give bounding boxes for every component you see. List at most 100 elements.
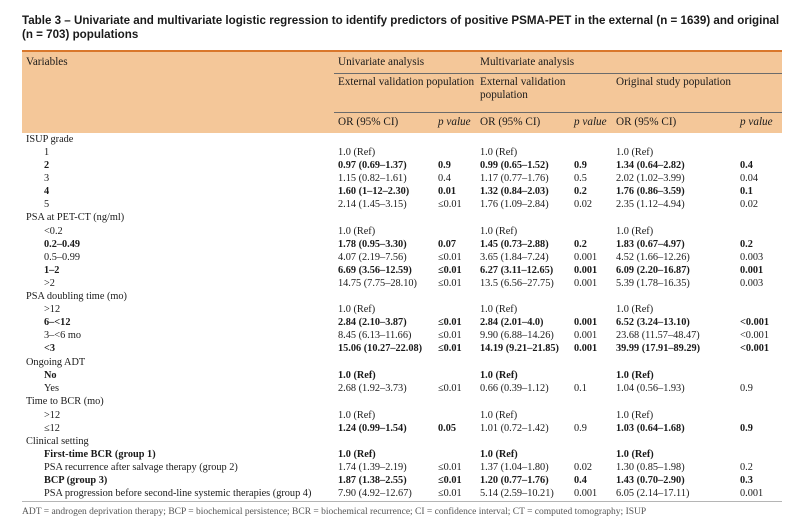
univariate-or-cell: 2.84 (2.10–3.87) <box>338 317 407 329</box>
original-p-cell: 0.9 <box>740 382 753 394</box>
multivariate-p-cell: 0.9 <box>574 422 587 434</box>
original-or-cell: 23.68 (11.57–48.47) <box>616 330 700 342</box>
univariate-or-cell: 14.75 (7.75–28.10) <box>338 277 417 289</box>
original-or-cell: 6.09 (2.20–16.87) <box>616 264 690 276</box>
univariate-p-cell: ≤0.01 <box>438 382 462 394</box>
original-p-cell <box>736 147 782 160</box>
p-value-header: p value <box>434 112 476 133</box>
original-population-header: Original study population <box>612 73 783 113</box>
univariate-p-cell: ≤0.01 <box>438 251 462 263</box>
univariate-or-cell: 1.78 (0.95–3.30) <box>338 238 407 250</box>
multivariate-or-cell: 1.20 (0.77–1.76) <box>480 475 549 487</box>
univariate-or-cell: 0.97 (0.69–1.37) <box>338 160 407 172</box>
multivariate-or-cell: 1.01 (0.72–1.42) <box>480 422 549 434</box>
univariate-or-cell: 1.15 (0.82–1.61) <box>338 173 407 185</box>
original-or-cell: 1.0 (Ref) <box>616 449 654 461</box>
original-or-cell: 1.04 (0.56–1.93) <box>616 382 685 394</box>
univariate-or-cell: 1.0 (Ref) <box>338 409 376 421</box>
univariate-or-cell: 1.60 (1–12–2.30) <box>338 186 410 198</box>
multivariate-or-cell: 0.99 (0.65–1.52) <box>480 160 549 172</box>
section-row: Time to BCR (mo) <box>22 395 782 409</box>
variable-label: <0.2 <box>44 225 63 237</box>
univariate-or-cell: 7.90 (4.92–12.67) <box>334 487 434 502</box>
univariate-p-cell: ≤0.01 <box>438 330 462 342</box>
multivariate-p-cell: 0.001 <box>574 317 598 329</box>
univariate-p-cell <box>434 304 476 317</box>
original-p-cell: <0.001 <box>740 317 770 329</box>
multivariate-or-cell: 1.0 (Ref) <box>480 225 518 237</box>
original-p-cell: 0.02 <box>740 199 759 211</box>
multivariate-or-cell: 0.66 (0.39–1.12) <box>480 382 549 394</box>
variable-label: 3–<6 mo <box>44 330 81 342</box>
table-row: 5 2.14 (1.45–3.15) ≤0.01 1.76 (1.09–2.84) 0.… <box>22 199 782 212</box>
p-value-header: p value <box>570 112 612 133</box>
univariate-p-cell <box>434 147 476 160</box>
univariate-p-cell: 0.01 <box>438 186 457 198</box>
multivariate-p-cell: 0.001 <box>574 330 598 342</box>
or-header: OR (95% CI) <box>476 112 570 133</box>
original-or-cell: 1.0 (Ref) <box>616 147 654 159</box>
original-p-cell: 0.3 <box>740 475 753 487</box>
table-caption: Table 3 – Univariate and multivariate lo… <box>22 14 780 41</box>
univariate-p-cell: 0.4 <box>438 173 451 185</box>
regression-table: Variables Univariate analysis Multivaria… <box>22 50 783 502</box>
univariate-header: Univariate analysis <box>334 51 476 74</box>
section-title: Time to BCR (mo) <box>26 396 104 408</box>
multivariate-or-cell: 1.76 (1.09–2.84) <box>480 199 549 211</box>
multivariate-p-cell <box>570 304 612 317</box>
univariate-p-cell: ≤0.01 <box>438 462 462 474</box>
variable-label: 2 <box>44 160 50 172</box>
variable-label: PSA recurrence after salvage therapy (gr… <box>44 462 238 474</box>
table-row: >12 1.0 (Ref) 1.0 (Ref) 1.0 (Ref) <box>22 409 782 422</box>
univariate-p-cell <box>434 225 476 238</box>
original-p-cell <box>736 449 782 462</box>
or-header: OR (95% CI) <box>612 112 736 133</box>
univariate-p-cell: 0.05 <box>438 422 457 434</box>
multivariate-p-cell <box>570 369 612 382</box>
table-row: <3 15.06 (10.27–22.08) ≤0.01 14.19 (9.21–21… <box>22 343 782 356</box>
multivariate-or-cell: 2.84 (2.01–4.0) <box>480 317 544 329</box>
multivariate-or-cell: 1.17 (0.77–1.76) <box>480 173 549 185</box>
multivariate-or-cell: 14.19 (9.21–21.85) <box>480 343 559 355</box>
variable-label: 0.5–0.99 <box>44 251 81 263</box>
multivariate-p-cell: 0.02 <box>574 462 593 474</box>
table-row: >12 1.0 (Ref) 1.0 (Ref) 1.0 (Ref) <box>22 304 782 317</box>
section-row: PSA doubling time (mo) <box>22 290 782 304</box>
multivariate-p-cell: 0.4 <box>574 475 587 487</box>
multivariate-or-cell: 6.27 (3.11–12.65) <box>480 264 554 276</box>
table-row: 1 1.0 (Ref) 1.0 (Ref) 1.0 (Ref) <box>22 147 782 160</box>
original-or-cell: 2.02 (1.02–3.99) <box>616 173 685 185</box>
multivariate-or-cell: 5.14 (2.59–10.21) <box>476 487 570 502</box>
variable-label: 5 <box>44 199 50 211</box>
univariate-p-cell <box>434 449 476 462</box>
multivariate-p-cell: 0.9 <box>574 160 587 172</box>
original-or-cell: 5.39 (1.78–16.35) <box>616 277 690 289</box>
univariate-or-cell: 1.0 (Ref) <box>338 147 376 159</box>
multivariate-or-cell: 1.37 (1.04–1.80) <box>480 462 549 474</box>
original-p-cell: 0.001 <box>736 487 783 502</box>
table-footnote: ADT = androgen deprivation therapy; BCP … <box>22 507 647 517</box>
univariate-p-cell <box>434 369 476 382</box>
original-or-cell: 1.43 (0.70–2.90) <box>616 475 685 487</box>
header-row-1: Variables Univariate analysis Multivaria… <box>22 51 783 74</box>
table-row: Yes 2.68 (1.92–3.73) ≤0.01 0.66 (0.39–1.12)… <box>22 382 782 395</box>
original-p-cell: 0.001 <box>740 264 764 276</box>
variable-label: No <box>44 369 57 381</box>
table-row: 2 0.97 (0.69–1.37) 0.9 0.99 (0.65–1.52) 0.9 1… <box>22 160 782 173</box>
original-or-cell: 6.05 (2.14–17.11) <box>612 487 736 502</box>
section-row: Ongoing ADT <box>22 356 782 370</box>
table-row: 4 1.60 (1–12–2.30) 0.01 1.32 (0.84–2.03) 0.2… <box>22 186 782 199</box>
univariate-or-cell: 8.45 (6.13–11.66) <box>338 330 412 342</box>
variable-label: <3 <box>44 343 56 355</box>
variable-label: >2 <box>44 277 55 289</box>
multivariate-or-cell: 1.0 (Ref) <box>480 369 518 381</box>
univariate-or-cell: 1.74 (1.39–2.19) <box>338 462 407 474</box>
external-population-univariate-header: External validation population <box>334 73 476 113</box>
univariate-p-cell: ≤0.01 <box>438 264 462 276</box>
section-title: Clinical setting <box>26 435 89 447</box>
multivariate-or-cell: 13.5 (6.56–27.75) <box>480 277 554 289</box>
table-row: >2 14.75 (7.75–28.10) ≤0.01 13.5 (6.56–27.7… <box>22 277 782 290</box>
original-or-cell: 4.52 (1.66–12.26) <box>616 251 690 263</box>
table-row: PSA progression before second-line syste… <box>22 487 783 502</box>
univariate-p-cell: ≤0.01 <box>438 277 462 289</box>
